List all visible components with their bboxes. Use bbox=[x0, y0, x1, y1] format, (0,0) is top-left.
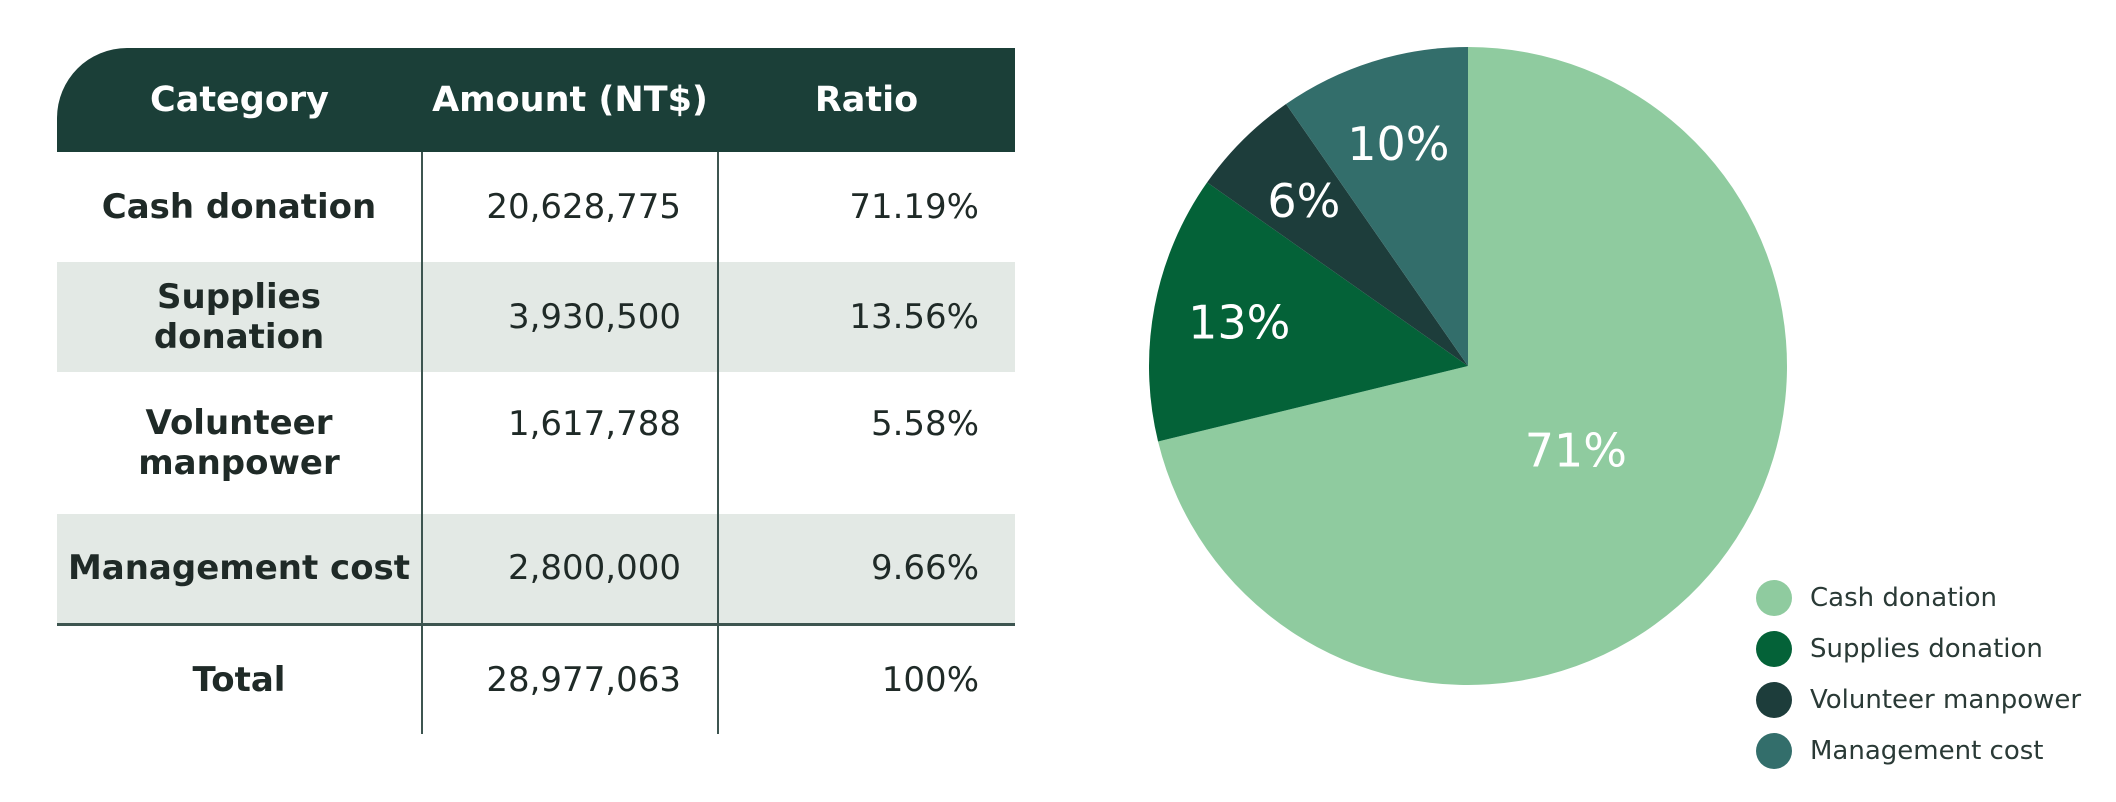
pie-chart: 71% 13% 6%10% bbox=[1149, 47, 1787, 685]
table-header-row: Category Amount (NT$) Ratio bbox=[57, 48, 1015, 152]
legend-item: Cash donation bbox=[1756, 572, 2081, 623]
legend-swatch bbox=[1756, 732, 1792, 769]
row-amount: 20,628,775 bbox=[421, 152, 718, 262]
row-ratio: 5.58% bbox=[717, 372, 1015, 514]
pie-slice-cash-donation bbox=[1158, 47, 1787, 685]
legend-label: Supplies donation bbox=[1810, 633, 2043, 664]
donation-table: Category Amount (NT$) Ratio Cash donatio… bbox=[57, 48, 1015, 734]
row-category: Management cost bbox=[57, 514, 422, 624]
legend-item: Management cost bbox=[1756, 725, 2081, 776]
chart-legend: Cash donation Supplies donation Volunteer … bbox=[1756, 572, 2081, 776]
pie-data-label: 6% bbox=[1267, 174, 1340, 228]
pie-data-label: 71% bbox=[1525, 424, 1627, 478]
legend-swatch bbox=[1756, 630, 1792, 667]
row-amount: 2,800,000 bbox=[421, 514, 718, 624]
legend-item: Volunteer manpower bbox=[1756, 674, 2081, 725]
row-category: Cash donation bbox=[101, 187, 377, 227]
row-ratio: 9.66% bbox=[717, 514, 1015, 624]
total-label: Total bbox=[57, 622, 422, 734]
row-ratio: 13.56% bbox=[717, 262, 1015, 372]
legend-label: Management cost bbox=[1810, 735, 2044, 766]
header-ratio: Ratio bbox=[718, 48, 1015, 152]
legend-label: Volunteer manpower bbox=[1810, 684, 2082, 715]
header-category: Category bbox=[57, 48, 422, 152]
legend-swatch bbox=[1756, 681, 1792, 718]
table-row: Volunteer manpower 1,617,788 5.58% bbox=[57, 372, 1015, 514]
table-row: Management cost 2,800,000 9.66% bbox=[57, 514, 1015, 624]
pie-slice-management-cost bbox=[1286, 47, 1468, 366]
pie-data-label: 13% bbox=[1188, 296, 1290, 350]
legend-label: Cash donation bbox=[1810, 582, 1998, 613]
table-row: Supplies donation 3,930,500 13.56% bbox=[57, 262, 1015, 372]
pie-slice-volunteer-manpower bbox=[1207, 103, 1468, 366]
row-ratio: 71.19% bbox=[717, 152, 1015, 262]
legend-swatch bbox=[1756, 579, 1792, 616]
row-amount: 1,617,788 bbox=[421, 372, 718, 514]
legend-item: Supplies donation bbox=[1756, 623, 2081, 674]
row-category: Supplies donation bbox=[57, 262, 422, 372]
total-ratio: 100% bbox=[717, 622, 1015, 734]
table-row: Cash donation 20,628,775 71.19% bbox=[57, 152, 1015, 262]
row-category: Volunteer manpower bbox=[138, 403, 340, 483]
header-amount: Amount (NT$) bbox=[422, 48, 718, 152]
row-amount: 3,930,500 bbox=[421, 262, 718, 372]
pie-slice-supplies-donation bbox=[1149, 182, 1468, 442]
total-amount: 28,977,063 bbox=[421, 622, 718, 734]
pie-data-label: 10% bbox=[1347, 117, 1449, 171]
table-total-row: Total 28,977,063 100% bbox=[57, 622, 1015, 734]
